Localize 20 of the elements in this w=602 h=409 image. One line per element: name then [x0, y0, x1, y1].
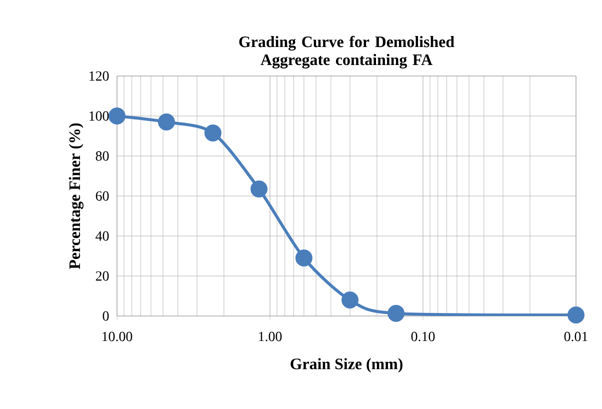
x-tick-label: 0.01	[564, 332, 588, 342]
point	[295, 250, 312, 266]
point	[158, 114, 175, 130]
point	[204, 124, 222, 142]
y-axis-title: Percentage Finer (%)	[68, 123, 84, 270]
point	[250, 180, 268, 198]
y-tick-label: 60	[96, 191, 109, 201]
y-tick-label: 0	[102, 311, 109, 321]
x-tick-label: 1.00	[259, 332, 282, 342]
x-tick-label: 10.00	[102, 332, 132, 342]
x-tick-label: 0.10	[411, 332, 435, 342]
y-tick-label: 80	[96, 151, 109, 161]
y-tick-label: 100	[90, 111, 109, 121]
point	[388, 304, 405, 322]
point	[342, 292, 358, 308]
y-tick-label: 20	[96, 271, 109, 281]
chart-title: Grading Curve for Demolished Aggregate containing FA	[239, 36, 454, 68]
x-axis-title: Grain Size (mm)	[290, 358, 402, 373]
y-tick-label: 40	[96, 231, 109, 241]
y-tick-label: 120	[90, 71, 109, 81]
